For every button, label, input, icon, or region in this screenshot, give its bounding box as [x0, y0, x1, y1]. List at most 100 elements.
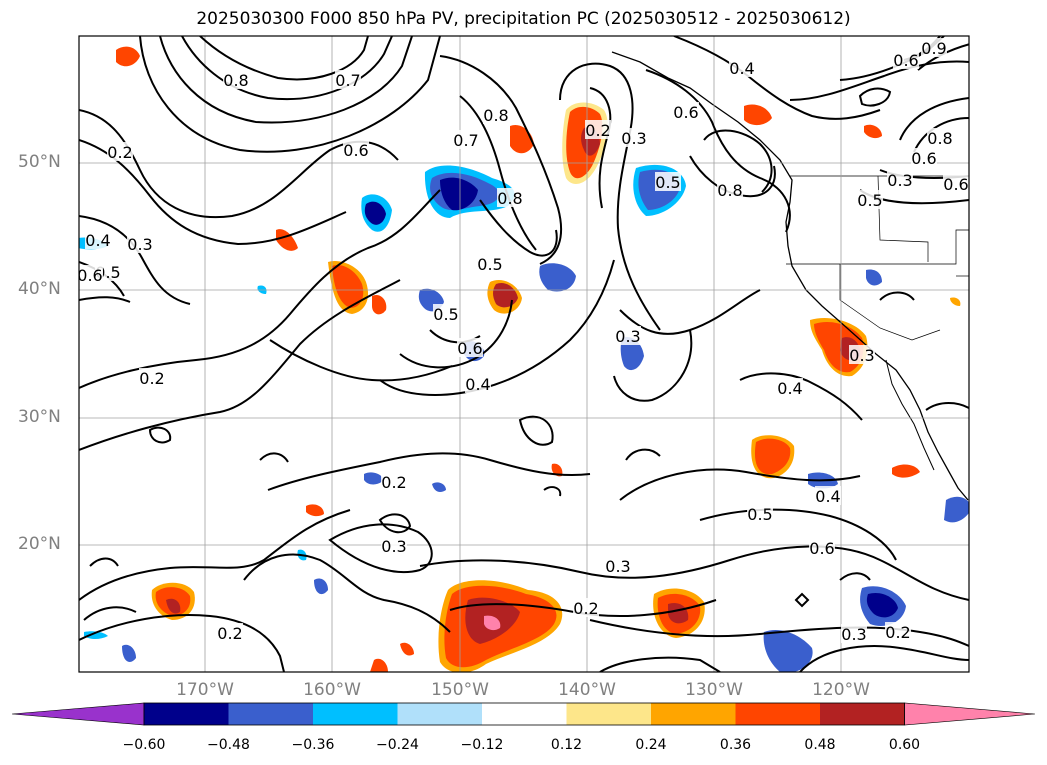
contour-label: 0.3 — [849, 346, 874, 365]
contour-label-bg — [655, 172, 681, 191]
contour-label: 0.4 — [815, 487, 840, 506]
precip-blob — [116, 46, 140, 67]
contour-label: 0.6 — [673, 103, 698, 122]
lon-label-160w: 160°W — [303, 680, 361, 700]
precip-blob — [122, 644, 136, 662]
contour-label: 0.3 — [841, 625, 866, 644]
baja-coast — [885, 359, 935, 471]
contour-label: 0.3 — [887, 171, 912, 190]
precip-blob — [306, 504, 324, 517]
colorbar-segment — [651, 703, 736, 725]
contour-label: 0.7 — [453, 131, 478, 150]
colorbar — [11, 702, 1036, 726]
contour-label-bg — [615, 326, 641, 345]
contour-label-bg — [747, 504, 773, 523]
contour-label-bg — [841, 624, 867, 643]
contour-label: 0.4 — [465, 375, 490, 394]
map-title: 2025030300 F000 850 hPa PV, precipitatio… — [196, 9, 851, 29]
contour-label-bg — [343, 140, 369, 159]
colorbar-segment — [820, 703, 905, 725]
contour-label: 0.6 — [943, 175, 968, 194]
contour-label-bg — [497, 188, 523, 207]
contour-label-bg — [849, 345, 875, 364]
contour-label: 0.5 — [857, 191, 882, 210]
contour-label: 0.6 — [809, 539, 834, 558]
colorbar-tick: −0.36 — [291, 737, 335, 753]
colorbar-under — [11, 702, 145, 726]
contour-label-bg — [381, 536, 407, 555]
contour-label: 0.3 — [605, 557, 630, 576]
contour-label: 0.8 — [927, 129, 952, 148]
contour-label-bg — [453, 130, 479, 149]
precip-blob — [364, 201, 386, 225]
contour-label-bg — [815, 486, 841, 505]
precip-blob — [944, 496, 969, 523]
contour-label: 0.5 — [477, 255, 502, 274]
contour-label-bg — [223, 70, 249, 89]
contour-label: 0.2 — [217, 624, 242, 643]
contour-label-bg — [465, 374, 491, 393]
contour-label: 0.6 — [457, 339, 482, 358]
contour-label-bg — [921, 38, 947, 57]
precip-blob — [484, 615, 501, 631]
contour-label-bg — [893, 50, 919, 69]
colorbar-segment — [144, 703, 229, 725]
contour-label: 0.5 — [655, 173, 680, 192]
contour-label: 0.6 — [77, 266, 102, 285]
lat-label-50n: 50°N — [18, 152, 61, 172]
contour-label: 0.5 — [433, 305, 458, 324]
lon-label-150w: 150°W — [431, 680, 489, 700]
contour-label-bg — [457, 338, 483, 357]
contour-label: 0.3 — [615, 327, 640, 346]
contour-label-bg — [887, 170, 913, 189]
precip-blob — [866, 592, 898, 618]
contour-label-bg — [777, 378, 803, 397]
colorbar-tick: −0.12 — [460, 737, 504, 753]
contour-label: 0.2 — [573, 599, 598, 618]
contour-label: 0.4 — [729, 59, 754, 78]
contour-label-bg — [477, 254, 503, 273]
colorbar-over — [904, 702, 1036, 726]
precip-blob — [372, 294, 387, 315]
contour-label: 0.8 — [223, 71, 248, 90]
contour-label-bg — [943, 174, 969, 193]
contour-label: 0.3 — [381, 537, 406, 556]
contour-label-bg — [621, 128, 647, 147]
colorbar-segment — [313, 703, 398, 725]
colorbar-tick: −0.48 — [207, 737, 250, 753]
contour-label: 0.2 — [107, 143, 132, 162]
contour-label: 0.8 — [483, 106, 508, 125]
contour-label: 0.8 — [717, 181, 742, 200]
contour-label: 0.9 — [921, 39, 946, 58]
contour-label-bg — [381, 472, 407, 491]
lon-label-130w: 130°W — [685, 680, 743, 700]
map-area: 0.8 0.7 0.6 0.2 0.4 0.3 0.5 0.6 0.2 0.7 0.8 0.8 0.2 0… — [77, 36, 969, 672]
contour-label: 0.6 — [893, 51, 918, 70]
contour-label-bg — [673, 102, 699, 121]
contour-label: 0.2 — [585, 121, 610, 140]
contour-label-bg — [433, 304, 459, 323]
contour-label: 0.6 — [343, 141, 368, 160]
precip-blob — [620, 336, 644, 371]
colorbar-segment — [735, 703, 820, 725]
lat-label-30n: 30°N — [18, 407, 61, 427]
colorbar-tick: 0.60 — [888, 737, 921, 753]
precip-blob — [950, 297, 961, 306]
colorbar-segment — [566, 703, 651, 725]
map-frame — [78, 35, 970, 673]
contour-label-bg — [605, 556, 631, 575]
contour-label: 0.7 — [335, 71, 360, 90]
contour-label: 0.4 — [85, 231, 110, 250]
colorbar-tick: 0.24 — [635, 737, 667, 753]
contour-label: 0.2 — [139, 369, 164, 388]
precip-blob — [364, 472, 384, 485]
contour-label: 0.4 — [777, 379, 802, 398]
precip-blob — [892, 464, 920, 478]
contour-label-bg — [573, 598, 599, 617]
precip-blob — [332, 264, 364, 308]
precip-blob — [370, 658, 388, 672]
colorbar-segment — [228, 703, 313, 725]
precip-blob — [539, 263, 576, 292]
contour-label: 0.5 — [747, 505, 772, 524]
